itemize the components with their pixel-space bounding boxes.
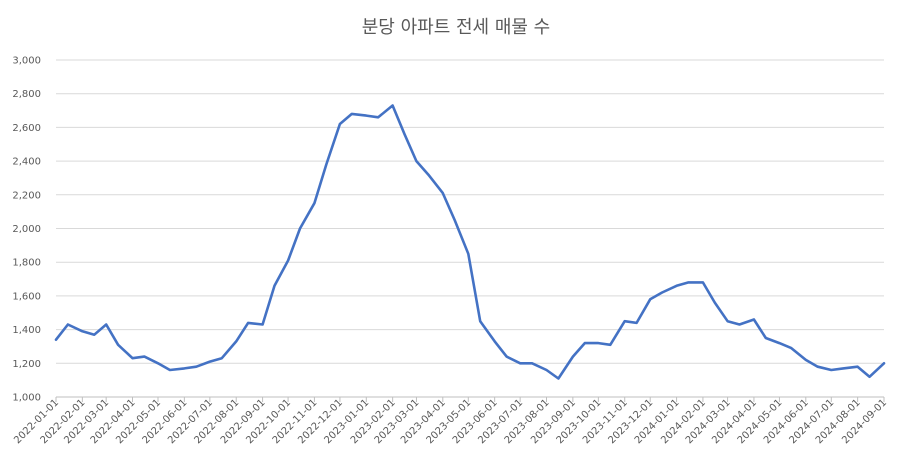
gridlines bbox=[56, 59, 884, 364]
y-tick-label: 2,400 bbox=[12, 157, 41, 168]
series-line bbox=[54, 104, 886, 380]
y-axis-ticks: 1,000 1,200 1,400 1,600 1,800 2,000 2,200 2,400… bbox=[12, 56, 41, 404]
axes bbox=[55, 396, 885, 402]
y-tick-label: 2,000 bbox=[12, 224, 41, 235]
y-tick-label: 1,000 bbox=[12, 393, 41, 404]
series-layer bbox=[54, 104, 886, 380]
y-tick-label: 2,800 bbox=[12, 89, 41, 100]
y-tick-label: 1,400 bbox=[12, 325, 41, 336]
x-axis-ticks: 2022-01-012022-02-012022-03-012022-04-01… bbox=[12, 397, 889, 446]
y-tick-label: 1,800 bbox=[12, 258, 41, 269]
y-tick-label: 3,000 bbox=[12, 56, 41, 67]
y-tick-label: 1,200 bbox=[12, 359, 41, 370]
y-tick-label: 2,200 bbox=[12, 190, 41, 201]
y-tick-label: 2,600 bbox=[12, 123, 41, 134]
chart-title: 분당 아파트 전세 매물 수 bbox=[362, 17, 551, 38]
y-tick-label: 1,600 bbox=[12, 291, 41, 302]
x-tick-label: 2022-01-01 bbox=[12, 397, 61, 446]
